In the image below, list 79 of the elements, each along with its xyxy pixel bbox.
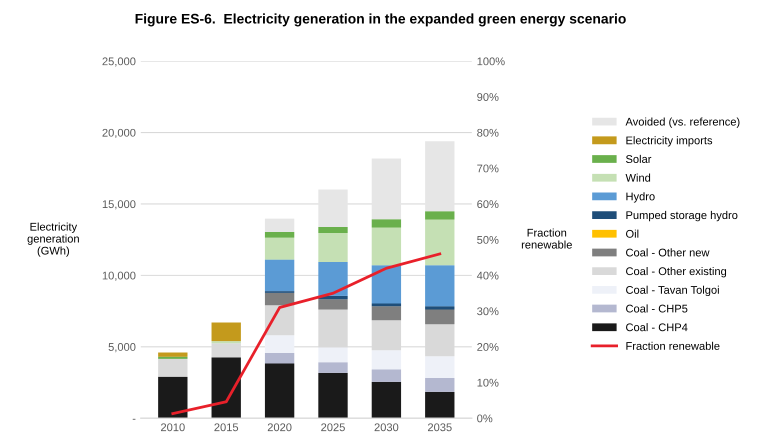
x-tick-label: 2015 [214, 423, 238, 432]
y-tick-label: - [132, 418, 136, 420]
bar [318, 262, 348, 296]
bar [372, 228, 402, 266]
y2-tick-label: 60% [477, 200, 499, 208]
y-tick-label: 15,000 [102, 200, 136, 210]
bar [425, 378, 454, 392]
bar [425, 356, 454, 378]
y-tick-label: 5,000 [108, 343, 136, 352]
bar [264, 292, 294, 306]
x-tick-label: 2010 [161, 423, 185, 432]
bar [318, 362, 348, 373]
bar [318, 299, 348, 310]
bar [318, 232, 348, 262]
bar [264, 232, 294, 238]
legend-label: Coal - Other existing [626, 266, 726, 278]
bar [264, 363, 294, 418]
y2-tick-label: 90% [477, 93, 499, 101]
bar [212, 357, 241, 418]
legend-label: Coal - CHP5 [626, 304, 688, 313]
bar [425, 306, 454, 310]
bar [264, 352, 294, 364]
bar [212, 322, 241, 342]
bar [425, 265, 454, 306]
bar [318, 226, 348, 233]
y2-axis-title: Fraction renewable [522, 228, 572, 249]
legend-label: Pumped storage hydro [626, 210, 738, 222]
bar [318, 372, 348, 418]
bar [372, 369, 402, 382]
bar [158, 352, 188, 357]
y2-tick-label: 30% [477, 307, 499, 316]
x-tick-label: 2025 [321, 423, 345, 432]
legend-label: Oil [626, 230, 638, 238]
bar [372, 306, 402, 320]
bar [372, 350, 402, 370]
legend-label: Avoided (vs. reference) [626, 117, 740, 128]
y2-tick-label: 10% [478, 378, 499, 387]
y2-tick-label: 70% [477, 164, 499, 172]
y-tick-label: 25,000 [102, 57, 136, 67]
legend-label: Hydro [626, 192, 655, 203]
bar [372, 265, 402, 304]
bar [318, 347, 348, 362]
x-tick-label: 2020 [268, 423, 292, 432]
bar [264, 218, 294, 232]
legend-label: Solar [626, 154, 652, 164]
x-tick-label: 2030 [374, 423, 398, 432]
bar [372, 304, 402, 306]
bar [264, 260, 294, 292]
legend-label: Coal - Tavan Tolgoi [626, 286, 719, 296]
bar [425, 392, 454, 418]
y-tick-label: 20,000 [102, 128, 136, 138]
bar [425, 310, 454, 324]
bar [158, 376, 188, 418]
chart-title: Figure ES-6. Electricity generation in the expanded green energy scenario [136, 13, 626, 26]
y2-tick-label: 20% [477, 343, 499, 351]
x-tick-label: 2035 [428, 423, 452, 432]
y-tick-label: 10,000 [102, 272, 136, 281]
bar [425, 211, 454, 220]
bar [372, 382, 402, 418]
y-axis-title: Electricity generation (GWh) [28, 222, 79, 257]
bar [264, 238, 294, 260]
legend-label: Wind [626, 174, 650, 182]
bar [425, 141, 454, 212]
bar [425, 220, 454, 266]
bar [158, 358, 188, 377]
y2-tick-label: 80% [477, 128, 499, 137]
legend-label: Fraction renewable [626, 342, 720, 350]
legend-label: Coal - Other new [626, 248, 710, 256]
bar [264, 335, 294, 353]
legend-label: Electricity imports [626, 136, 712, 147]
legend-label: Coal - CHP4 [626, 323, 688, 332]
y2-tick-label: 0% [477, 414, 492, 422]
y2-tick-label: 50% [477, 236, 499, 244]
line-series [171, 252, 442, 415]
bar [372, 219, 402, 228]
y2-tick-label: 100% [478, 57, 505, 66]
bar [372, 158, 402, 220]
bar [318, 190, 348, 227]
y2-tick-label: 40% [476, 272, 499, 280]
